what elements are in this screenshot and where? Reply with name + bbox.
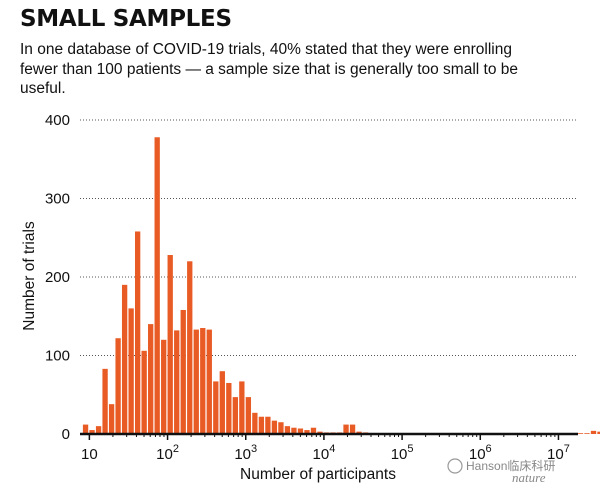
histogram-bar: [590, 430, 597, 434]
x-tick-label: 102: [156, 443, 179, 463]
histogram-bar: [265, 416, 271, 434]
histogram-bar: [167, 255, 173, 434]
histogram-bar: [141, 350, 147, 434]
histogram-bar: [180, 309, 186, 434]
histogram-bar: [258, 416, 265, 434]
histogram-bar: [193, 329, 199, 434]
histogram-bar: [82, 424, 89, 434]
chart-subtitle: In one database of COVID-19 trials, 40% …: [20, 41, 518, 97]
histogram-bar: [577, 433, 584, 434]
histogram-bar: [200, 328, 206, 434]
histogram-bar: [95, 426, 102, 434]
histogram-bar: [134, 231, 141, 434]
watermark-handle: Hanson临床科研: [466, 459, 555, 473]
y-tick-label: 0: [62, 426, 70, 443]
histogram-bar: [245, 397, 252, 434]
histogram-bar: [226, 382, 232, 434]
histogram-bar: [304, 430, 310, 434]
chart-title: SMALL SAMPLES: [20, 6, 232, 32]
y-tick-label: 200: [45, 269, 70, 286]
histogram-bar: [597, 431, 600, 434]
histogram-bar: [121, 284, 128, 434]
histogram-bar: [584, 433, 590, 434]
x-tick-label: 103: [234, 443, 257, 463]
y-axis-label: Number of trials: [21, 221, 38, 331]
histogram-bar: [108, 404, 115, 434]
x-tick-label: 106: [469, 443, 492, 463]
histogram-bar: [297, 428, 304, 434]
x-axis-label: Number of participants: [240, 466, 396, 483]
histogram-bar: [219, 371, 225, 434]
y-tick-label: 100: [45, 348, 70, 365]
histogram-bar: [187, 261, 193, 434]
histogram-bar: [115, 338, 121, 434]
histogram-bar: [154, 137, 160, 434]
y-tick-label: 300: [45, 191, 70, 208]
histogram-bar: [213, 381, 219, 434]
histogram-bar: [291, 427, 297, 434]
x-tick-label: 104: [313, 443, 336, 463]
y-tick-label: 400: [45, 112, 70, 129]
histogram-bar: [232, 397, 238, 434]
x-tick-label: 107: [547, 443, 570, 463]
histogram-bar: [206, 329, 212, 434]
histogram-bar: [102, 368, 108, 434]
x-tick-label: 105: [391, 443, 414, 463]
x-tick-label: 10: [81, 446, 98, 463]
histogram-bar: [128, 308, 134, 434]
watermark: Hanson临床科研 nature: [447, 458, 555, 485]
histogram-bar: [161, 339, 167, 434]
grid-lines: [80, 119, 578, 356]
histogram-bar: [278, 422, 284, 434]
histogram-bar: [174, 330, 180, 434]
histogram-bar: [343, 424, 349, 434]
histogram-bar: [239, 381, 245, 434]
bars: [82, 137, 600, 434]
wechat-icon: [447, 458, 463, 474]
nature-logo: nature: [512, 470, 546, 485]
histogram-bar: [252, 412, 258, 434]
histogram-bar: [310, 427, 317, 434]
histogram-bar: [271, 420, 278, 434]
x-tick-labels: 10 102 103 104 105 106 107: [81, 434, 570, 463]
histogram-bar: [349, 424, 356, 434]
y-tick-labels: 0 100 200 300 400: [45, 112, 70, 443]
histogram-bar: [148, 324, 154, 434]
histogram-bar: [89, 430, 95, 434]
histogram-bar: [284, 426, 291, 434]
